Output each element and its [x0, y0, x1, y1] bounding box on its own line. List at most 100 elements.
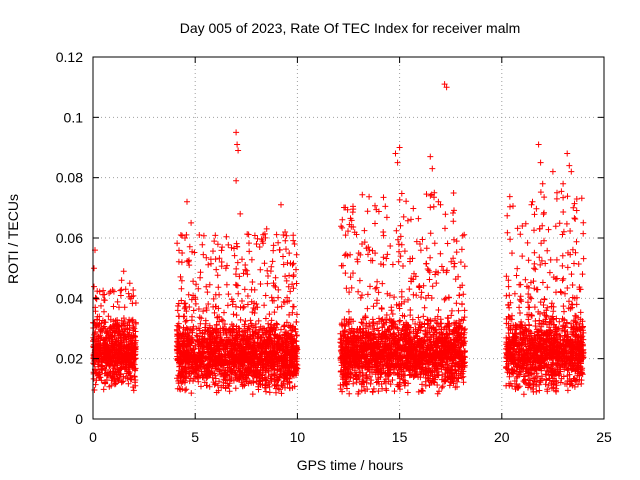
data-point	[271, 282, 278, 289]
data-point	[232, 342, 239, 349]
data-point	[263, 369, 269, 376]
data-point	[448, 258, 455, 265]
data-point	[444, 240, 451, 247]
data-point	[190, 292, 197, 299]
data-point	[239, 256, 245, 263]
data-point	[361, 227, 368, 234]
data-point	[442, 211, 449, 218]
data-point	[240, 270, 247, 277]
data-point	[266, 389, 273, 396]
data-point	[181, 379, 188, 386]
data-point	[276, 386, 283, 393]
data-point	[442, 225, 448, 232]
data-point	[208, 368, 215, 374]
data-point	[208, 356, 215, 363]
data-point	[101, 297, 108, 304]
data-point	[259, 238, 266, 245]
data-point	[350, 203, 356, 210]
data-point	[186, 330, 192, 336]
data-point	[262, 315, 269, 322]
data-point	[186, 243, 193, 250]
data-point	[268, 356, 275, 363]
data-point	[261, 325, 268, 332]
data-point	[272, 284, 279, 290]
data-point	[103, 363, 110, 369]
data-point	[198, 343, 205, 350]
data-point	[129, 318, 136, 325]
data-point	[245, 231, 252, 238]
data-point	[117, 351, 124, 358]
data-point	[230, 298, 236, 305]
data-point	[520, 391, 527, 398]
data-point	[293, 332, 300, 339]
data-point	[230, 343, 237, 349]
data-point	[461, 263, 468, 270]
data-point	[184, 358, 191, 365]
data-point	[263, 388, 269, 395]
data-point	[293, 251, 300, 258]
data-point	[423, 260, 430, 267]
data-point	[205, 327, 212, 334]
data-point	[128, 360, 135, 367]
data-point	[358, 387, 365, 394]
data-point	[212, 338, 219, 345]
data-point	[370, 303, 377, 310]
data-point	[228, 347, 235, 354]
data-point	[223, 371, 230, 378]
data-point	[438, 263, 445, 270]
data-point	[427, 230, 434, 237]
data-point	[220, 362, 227, 369]
data-point	[261, 260, 268, 267]
data-point	[453, 238, 460, 245]
data-point	[269, 375, 275, 382]
data-point	[252, 364, 259, 371]
data-point	[284, 381, 291, 388]
data-point	[194, 362, 201, 369]
data-point	[275, 286, 282, 293]
data-point	[364, 305, 371, 312]
data-point	[383, 214, 390, 221]
data-point	[118, 323, 125, 329]
data-point	[183, 333, 190, 340]
data-point	[125, 319, 132, 326]
data-point	[290, 371, 297, 378]
data-point	[121, 366, 128, 373]
data-point	[174, 339, 181, 346]
data-point	[268, 367, 275, 374]
data-point	[433, 280, 440, 287]
data-point	[239, 298, 245, 304]
data-point	[93, 345, 99, 352]
data-point	[345, 308, 352, 315]
data-point	[243, 335, 250, 342]
data-point	[177, 273, 184, 280]
data-point	[91, 361, 98, 368]
data-point	[378, 305, 385, 311]
data-point	[218, 247, 225, 254]
data-point	[228, 376, 235, 383]
data-point	[233, 312, 240, 319]
data-point	[182, 327, 189, 333]
data-point	[232, 385, 239, 392]
data-point	[233, 265, 240, 272]
data-point	[262, 292, 269, 299]
data-point	[226, 337, 233, 344]
data-point	[290, 237, 297, 244]
data-point	[256, 326, 263, 333]
data-point	[94, 372, 101, 379]
data-point	[350, 224, 357, 230]
data-point	[287, 370, 294, 377]
data-point	[396, 318, 403, 325]
data-point	[400, 263, 406, 269]
data-point	[230, 358, 237, 365]
data-point	[410, 205, 417, 212]
data-point	[283, 232, 290, 239]
data-point	[100, 287, 107, 294]
data-point	[204, 382, 210, 389]
data-point	[251, 310, 258, 316]
data-point	[250, 305, 257, 311]
data-point	[275, 294, 282, 301]
data-point	[218, 337, 225, 344]
data-point	[427, 204, 434, 211]
data-point	[226, 388, 233, 395]
data-point	[536, 387, 543, 394]
